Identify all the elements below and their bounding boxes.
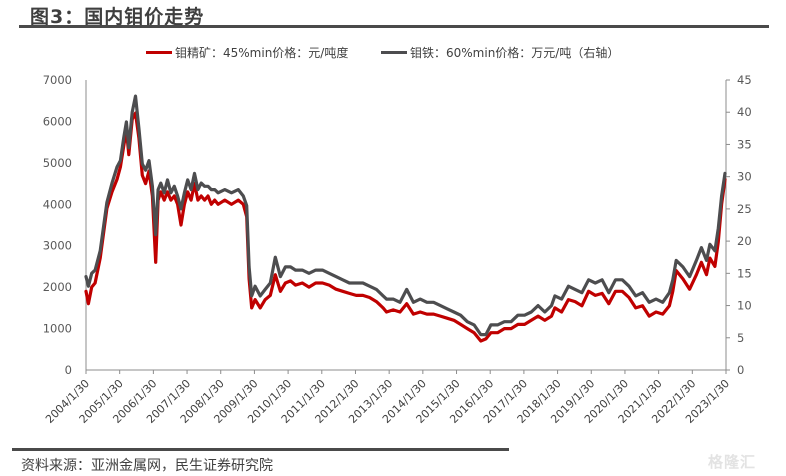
chart-series (84, 94, 727, 343)
chart-axes: 0 1000 2000 3000 4000 5000 6000 7000 0 5 10 15 20 25 3… (43, 73, 752, 426)
legend-item-molybdenum-concentrate: 钼精矿：45%min价格：元/吨度 (146, 44, 348, 61)
legend-item-ferromolybdenum: 钼铁：60%min价格：万元/吨（右轴） (381, 44, 619, 61)
y-right-tick-label: 10 (737, 299, 752, 313)
y-left-tick-label: 7000 (43, 73, 72, 87)
legend-label: 钼铁：60%min价格：万元/吨（右轴） (410, 46, 620, 60)
y-right-tick-label: 35 (737, 137, 752, 151)
y-right-tick-label: 40 (737, 105, 752, 119)
y-left-tick-label: 1000 (43, 322, 72, 336)
series-molybdenum-concentrate (84, 111, 727, 343)
source-note: 资料来源：亚洲金属网，民生证券研究院 (21, 458, 273, 474)
y-left-tick-label: 4000 (43, 197, 72, 211)
watermark-logo: 格隆汇 (708, 453, 757, 471)
y-left-tick-label: 3000 (43, 239, 72, 253)
chart-legend: 钼精矿：45%min价格：元/吨度 钼铁：60%min价格：万元/吨（右轴） (0, 44, 786, 62)
y-right-tick-label: 15 (737, 266, 752, 280)
y-left-tick-label: 2000 (43, 280, 72, 294)
y-right-tick-label: 25 (737, 202, 752, 216)
y-left-tick-label: 5000 (43, 156, 72, 170)
footer-divider (12, 448, 509, 451)
legend-label: 钼精矿：45%min价格：元/吨度 (175, 46, 349, 60)
legend-swatch-red (146, 51, 172, 54)
chart-title: 图3：国内钼价走势 (30, 6, 205, 28)
y-left-tick-label: 0 (65, 363, 72, 377)
y-right-tick-label: 5 (737, 331, 744, 345)
y-right-tick-label: 45 (737, 73, 752, 87)
y-right-tick-label: 0 (737, 363, 744, 377)
y-right-tick-label: 30 (737, 170, 752, 184)
legend-swatch-gray (381, 51, 407, 54)
title-divider (19, 25, 769, 28)
series-ferromolybdenum (84, 94, 727, 337)
y-left-tick-label: 6000 (43, 114, 72, 128)
y-right-tick-label: 20 (737, 234, 752, 248)
